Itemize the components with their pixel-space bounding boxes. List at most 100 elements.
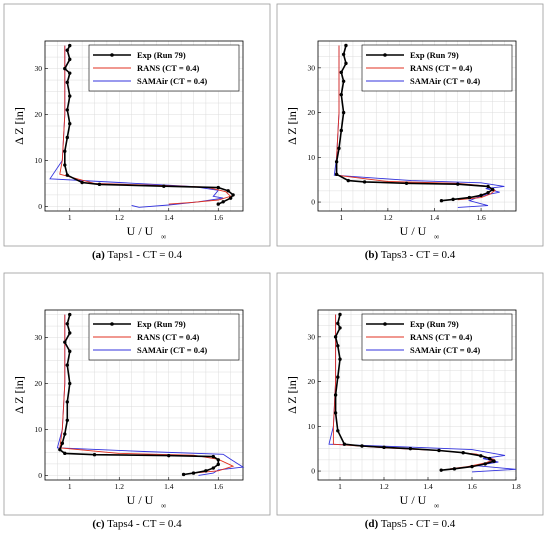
- x-tick-label: 1.6: [214, 482, 224, 491]
- x-tick-label: 1.2: [379, 482, 389, 491]
- caption-text-a: Taps1 - CT = 0.4: [107, 249, 182, 261]
- data-point: [226, 189, 230, 193]
- data-point: [68, 43, 72, 48]
- data-point: [68, 71, 72, 75]
- data-point: [65, 48, 69, 52]
- data-point: [437, 448, 441, 453]
- caption-label-a: (a): [92, 249, 105, 261]
- data-point: [362, 180, 367, 184]
- y-tick-label: 10: [35, 156, 43, 165]
- series-line-0: [63, 45, 235, 205]
- y-axis-label: Δ Z [in]: [12, 376, 26, 414]
- x-axis-label-subscript: ∞: [161, 232, 166, 241]
- data-point: [344, 61, 348, 66]
- plot-frame: [317, 309, 517, 481]
- caption-label-c: (c): [92, 518, 105, 530]
- data-point: [65, 108, 69, 112]
- y-tick-label: 0: [311, 467, 315, 476]
- data-point: [216, 462, 220, 467]
- data-point: [65, 173, 69, 177]
- x-tick-label: 1.6: [214, 213, 224, 222]
- data-point: [60, 441, 65, 445]
- y-tick-label: 0: [38, 202, 42, 211]
- data-point: [339, 128, 343, 133]
- data-point: [216, 458, 220, 462]
- x-tick-label: 1.2: [115, 482, 125, 491]
- data-point: [68, 122, 72, 126]
- data-point: [97, 182, 102, 187]
- x-axis-label-subscript: ∞: [434, 501, 439, 510]
- legend-marker: [110, 322, 114, 326]
- x-tick-label: 1: [68, 213, 72, 222]
- data-point: [68, 312, 72, 317]
- y-tick-label: 10: [308, 422, 316, 431]
- x-tick-label: 1.6: [467, 482, 477, 491]
- data-point: [341, 110, 346, 115]
- y-tick-label: 0: [38, 471, 42, 480]
- chart-svg-c: 1 1.2 1.4 1.6 0 10 20 30 U / U ∞ Δ Z [in] Exp (Run …: [3, 272, 271, 516]
- caption-text-b: Taps3 - CT = 0.4: [380, 249, 456, 261]
- data-point: [336, 375, 340, 379]
- x-tick-label: 1.4: [164, 213, 174, 222]
- data-point: [339, 92, 343, 97]
- legend-marker: [383, 322, 387, 326]
- legend-label-0: Exp (Run 79): [137, 319, 186, 329]
- y-tick-label: 20: [35, 379, 43, 388]
- data-point: [68, 349, 72, 354]
- data-point: [65, 135, 69, 140]
- panel-frame-a: [3, 3, 271, 247]
- data-point: [65, 400, 69, 404]
- x-axis-label-subscript: ∞: [434, 232, 439, 241]
- data-point: [63, 66, 67, 71]
- x-axis-label: U / U: [127, 493, 154, 507]
- data-point: [439, 199, 444, 203]
- chart-svg-a: 1 1.2 1.4 1.6 0 10 20 30 U / U ∞ Δ Z [in] Exp (Run …: [3, 3, 271, 247]
- data-point: [58, 447, 62, 452]
- data-point: [338, 312, 342, 317]
- panel-frame-c: [3, 272, 271, 516]
- data-point: [467, 195, 472, 200]
- caption-a: (a) Taps1 - CT = 0.4: [3, 249, 271, 261]
- panel-frame-b: [276, 3, 544, 247]
- data-point: [211, 466, 215, 470]
- legend-label-2: SAMAir (CT = 0.4): [410, 76, 480, 86]
- legend-label-1: RANS (CT = 0.4): [137, 63, 199, 73]
- data-point: [68, 94, 72, 98]
- data-point: [167, 453, 171, 458]
- chart-panel-d: 1 1.2 1.4 1.6 1.8 0 10 20 30 U / U ∞ Δ Z [in] Exp (R…: [276, 272, 544, 534]
- data-point: [341, 79, 346, 83]
- x-tick-label: 1: [339, 213, 343, 222]
- legend-label-0: Exp (Run 79): [410, 50, 459, 60]
- data-point: [334, 160, 339, 164]
- y-tick-label: 20: [35, 110, 43, 119]
- x-axis-label: U / U: [400, 493, 427, 507]
- data-point: [63, 149, 67, 153]
- data-point: [492, 459, 496, 463]
- legend-label-0: Exp (Run 79): [137, 50, 186, 60]
- chart-svg-b: 1 1.2 1.4 1.6 0 10 20 30 U / U ∞ Δ Z [in] Exp (Run …: [276, 3, 544, 247]
- data-point: [451, 197, 455, 202]
- data-point: [346, 178, 350, 183]
- data-point: [221, 200, 225, 204]
- data-point: [483, 462, 487, 466]
- x-tick-label: 1.6: [476, 213, 486, 222]
- legend-label-1: RANS (CT = 0.4): [410, 63, 472, 73]
- data-point: [342, 442, 347, 446]
- legend-marker: [110, 53, 114, 57]
- y-tick-label: 10: [35, 425, 43, 434]
- data-point: [470, 464, 474, 469]
- data-point: [479, 454, 483, 458]
- data-point: [487, 456, 492, 461]
- data-point: [491, 187, 495, 192]
- data-point: [68, 331, 72, 335]
- data-point: [339, 70, 343, 75]
- data-point: [65, 80, 69, 85]
- x-tick-label: 1.2: [115, 213, 125, 222]
- data-point: [404, 181, 409, 185]
- data-point: [191, 471, 196, 475]
- data-point: [336, 344, 340, 348]
- caption-c: (c) Taps4 - CT = 0.4: [3, 518, 271, 530]
- data-point: [63, 340, 67, 344]
- data-point: [341, 52, 346, 57]
- x-tick-label: 1.2: [383, 213, 393, 222]
